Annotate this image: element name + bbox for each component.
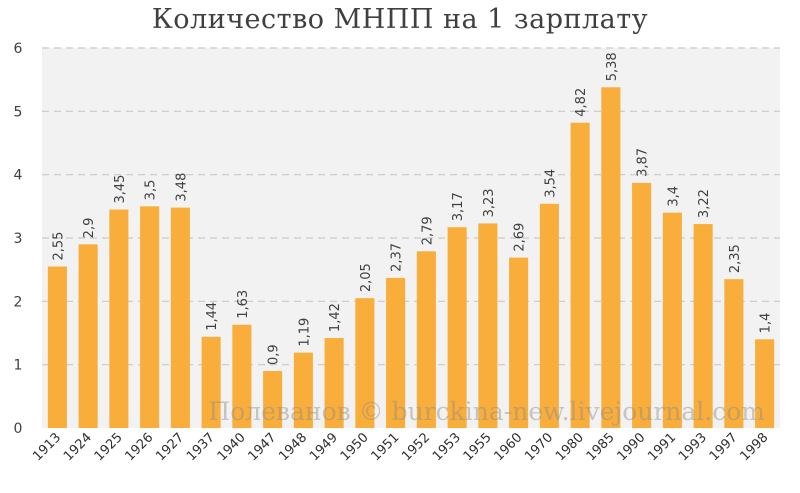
data-label: 1,44 bbox=[205, 302, 220, 331]
y-tick-label: 5 bbox=[14, 104, 23, 120]
y-tick-label: 1 bbox=[14, 358, 23, 374]
data-label: 2,79 bbox=[420, 216, 435, 245]
data-label: 3,45 bbox=[113, 175, 128, 204]
data-label: 2,35 bbox=[728, 244, 743, 273]
data-labels: 2,55 2,9 3,45 3,5 3,48 1,44 1,63 0,9 1,19 1,42 2,0… bbox=[51, 52, 773, 365]
x-tick-label: 1953 bbox=[430, 430, 464, 464]
x-tick-label: 1997 bbox=[707, 430, 741, 464]
data-label: 3,4 bbox=[666, 186, 681, 207]
x-tick-label: 1949 bbox=[307, 430, 341, 464]
bar bbox=[416, 251, 436, 428]
data-label: 3,22 bbox=[697, 189, 712, 218]
bar bbox=[662, 212, 682, 428]
x-tick-label: 1990 bbox=[614, 430, 648, 464]
data-label: 3,23 bbox=[482, 188, 497, 217]
bar bbox=[324, 338, 344, 428]
data-label: 4,82 bbox=[574, 88, 589, 117]
x-tick-label: 1998 bbox=[737, 430, 771, 464]
x-tick-label: 1947 bbox=[245, 430, 279, 464]
data-label: 5,38 bbox=[605, 52, 620, 81]
bar bbox=[693, 224, 713, 428]
x-tick-label: 1993 bbox=[676, 430, 710, 464]
data-label: 3,48 bbox=[174, 173, 189, 202]
bar bbox=[570, 122, 590, 428]
x-tick-label: 1937 bbox=[184, 430, 218, 464]
y-tick-label: 4 bbox=[14, 168, 23, 184]
data-label: 3,17 bbox=[451, 192, 466, 221]
x-tick-label: 1940 bbox=[215, 430, 249, 464]
x-tick-label: 1927 bbox=[153, 430, 187, 464]
data-label: 1,4 bbox=[759, 313, 774, 334]
data-label: 3,54 bbox=[543, 169, 558, 198]
bar bbox=[263, 371, 283, 428]
bar bbox=[232, 324, 252, 428]
y-tick-label: 6 bbox=[14, 41, 23, 57]
x-tick-label: 1948 bbox=[276, 430, 310, 464]
bar bbox=[724, 279, 744, 428]
bar bbox=[355, 298, 375, 428]
x-tick-label: 1924 bbox=[61, 430, 95, 464]
bar bbox=[386, 277, 406, 428]
data-label: 1,42 bbox=[328, 303, 343, 332]
bar bbox=[447, 227, 467, 428]
data-label: 0,9 bbox=[267, 344, 282, 365]
data-label: 1,19 bbox=[297, 318, 312, 347]
bar bbox=[78, 244, 98, 428]
bar bbox=[293, 352, 313, 428]
data-label: 1,63 bbox=[236, 290, 251, 319]
y-tick-label: 3 bbox=[14, 231, 23, 247]
data-label: 2,05 bbox=[359, 263, 374, 292]
x-axis-ticks: 1913192419251926192719371940194719481949… bbox=[30, 430, 771, 464]
bar bbox=[140, 206, 160, 428]
bar bbox=[601, 87, 621, 429]
x-tick-label: 1951 bbox=[368, 430, 402, 464]
y-tick-label: 2 bbox=[14, 294, 23, 310]
x-tick-label: 1960 bbox=[491, 430, 525, 464]
x-tick-label: 1980 bbox=[553, 430, 587, 464]
x-tick-label: 1970 bbox=[522, 430, 556, 464]
bar bbox=[47, 266, 67, 428]
gridlines bbox=[42, 47, 780, 366]
x-tick-label: 1955 bbox=[461, 430, 495, 464]
bar bbox=[478, 223, 498, 428]
x-tick-label: 1991 bbox=[645, 430, 679, 464]
bar bbox=[509, 257, 529, 428]
y-tick-label: 0 bbox=[14, 421, 23, 437]
watermark: Полеванов © burckina-new.livejournal.com bbox=[208, 397, 765, 426]
x-tick-label: 1952 bbox=[399, 430, 433, 464]
x-tick-label: 1985 bbox=[584, 430, 618, 464]
x-tick-label: 1913 bbox=[30, 430, 64, 464]
data-label: 3,5 bbox=[144, 180, 159, 201]
chart-title: Количество МНПП на 1 зарплату bbox=[151, 4, 649, 35]
bar bbox=[632, 182, 652, 428]
data-label: 3,87 bbox=[636, 148, 651, 177]
data-label: 2,37 bbox=[390, 243, 405, 272]
data-label: 2,55 bbox=[51, 232, 66, 261]
bar bbox=[170, 207, 190, 428]
bar bbox=[201, 336, 221, 428]
x-tick-label: 1926 bbox=[122, 430, 156, 464]
data-label: 2,69 bbox=[513, 223, 528, 252]
data-label: 2,9 bbox=[82, 218, 97, 239]
y-axis-ticks: 0 1 2 3 4 5 6 bbox=[14, 41, 23, 437]
x-tick-label: 1925 bbox=[92, 430, 126, 464]
x-tick-label: 1950 bbox=[338, 430, 372, 464]
bars bbox=[47, 87, 775, 429]
bar bbox=[539, 203, 559, 428]
bar bbox=[109, 209, 129, 428]
bar bbox=[755, 339, 775, 428]
